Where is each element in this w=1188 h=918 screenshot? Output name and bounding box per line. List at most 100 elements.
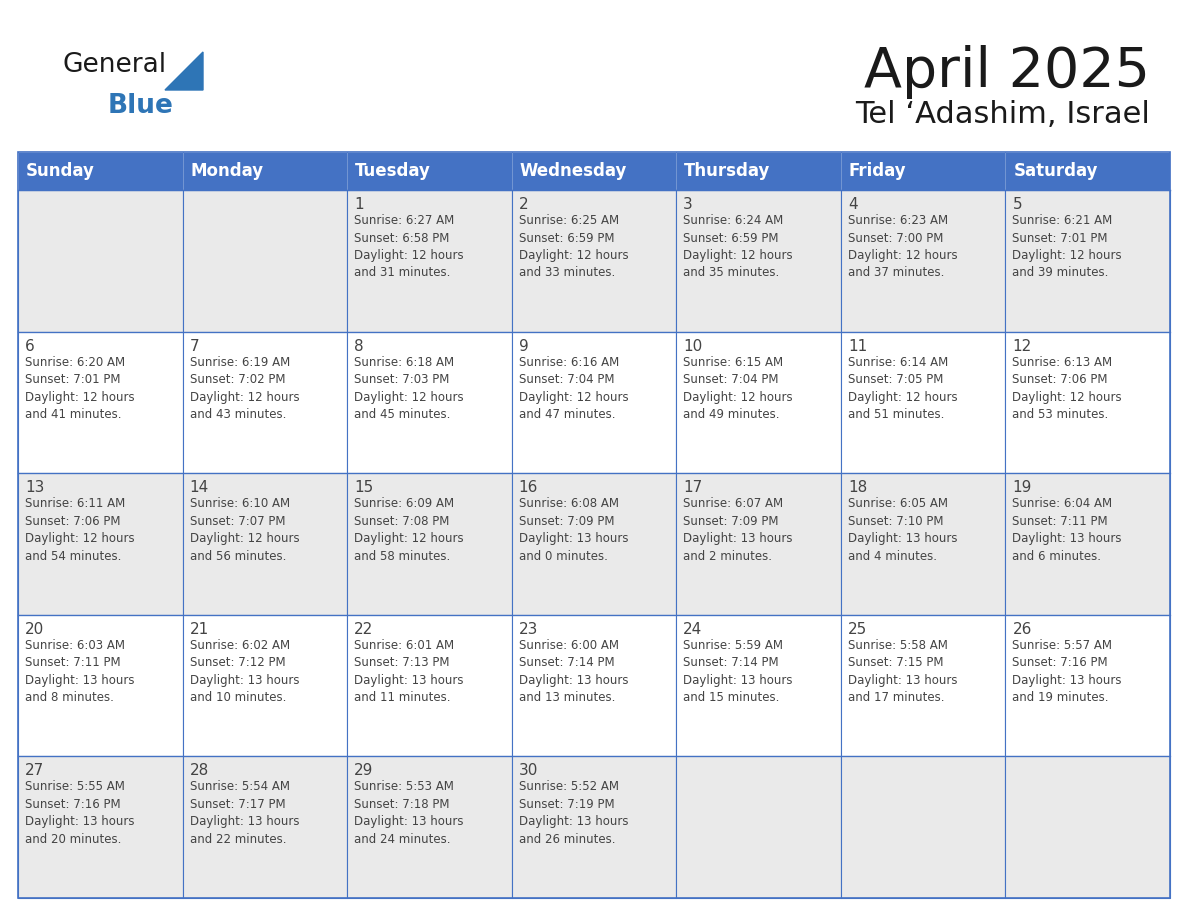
Text: 15: 15 xyxy=(354,480,373,495)
Text: 7: 7 xyxy=(190,339,200,353)
Bar xyxy=(183,615,347,756)
Bar xyxy=(841,615,1005,756)
Text: Sunrise: 5:53 AM
Sunset: 7:18 PM
Daylight: 13 hours
and 24 minutes.: Sunrise: 5:53 AM Sunset: 7:18 PM Dayligh… xyxy=(354,780,463,845)
Bar xyxy=(841,756,1005,898)
Text: Sunrise: 6:01 AM
Sunset: 7:13 PM
Daylight: 13 hours
and 11 minutes.: Sunrise: 6:01 AM Sunset: 7:13 PM Dayligh… xyxy=(354,639,463,704)
Text: 29: 29 xyxy=(354,764,373,778)
Text: Sunrise: 5:57 AM
Sunset: 7:16 PM
Daylight: 13 hours
and 19 minutes.: Sunrise: 5:57 AM Sunset: 7:16 PM Dayligh… xyxy=(1012,639,1121,704)
Bar xyxy=(841,331,1005,473)
Text: Sunrise: 6:00 AM
Sunset: 7:14 PM
Daylight: 13 hours
and 13 minutes.: Sunrise: 6:00 AM Sunset: 7:14 PM Dayligh… xyxy=(519,639,628,704)
Text: Monday: Monday xyxy=(190,162,264,180)
Bar xyxy=(1005,615,1170,756)
Text: 26: 26 xyxy=(1012,621,1032,637)
Text: Sunday: Sunday xyxy=(26,162,95,180)
Text: Sunrise: 5:58 AM
Sunset: 7:15 PM
Daylight: 13 hours
and 17 minutes.: Sunrise: 5:58 AM Sunset: 7:15 PM Dayligh… xyxy=(848,639,958,704)
Polygon shape xyxy=(165,52,203,90)
Bar xyxy=(676,190,841,331)
Bar xyxy=(841,473,1005,615)
Text: 25: 25 xyxy=(848,621,867,637)
Text: 24: 24 xyxy=(683,621,702,637)
Bar xyxy=(183,190,347,331)
Text: 5: 5 xyxy=(1012,197,1022,212)
Text: Blue: Blue xyxy=(108,93,173,119)
Text: 17: 17 xyxy=(683,480,702,495)
Text: 20: 20 xyxy=(25,621,44,637)
Bar xyxy=(183,473,347,615)
Text: Sunrise: 6:21 AM
Sunset: 7:01 PM
Daylight: 12 hours
and 39 minutes.: Sunrise: 6:21 AM Sunset: 7:01 PM Dayligh… xyxy=(1012,214,1121,279)
Text: 13: 13 xyxy=(25,480,44,495)
Text: Sunrise: 6:04 AM
Sunset: 7:11 PM
Daylight: 13 hours
and 6 minutes.: Sunrise: 6:04 AM Sunset: 7:11 PM Dayligh… xyxy=(1012,498,1121,563)
Text: Sunrise: 6:19 AM
Sunset: 7:02 PM
Daylight: 12 hours
and 43 minutes.: Sunrise: 6:19 AM Sunset: 7:02 PM Dayligh… xyxy=(190,355,299,421)
Text: 1: 1 xyxy=(354,197,364,212)
Bar xyxy=(18,756,183,898)
Text: Friday: Friday xyxy=(849,162,906,180)
Text: Sunrise: 6:24 AM
Sunset: 6:59 PM
Daylight: 12 hours
and 35 minutes.: Sunrise: 6:24 AM Sunset: 6:59 PM Dayligh… xyxy=(683,214,792,279)
Text: 22: 22 xyxy=(354,621,373,637)
Bar xyxy=(512,152,676,190)
Bar xyxy=(347,331,512,473)
Bar xyxy=(183,331,347,473)
Text: Sunrise: 5:59 AM
Sunset: 7:14 PM
Daylight: 13 hours
and 15 minutes.: Sunrise: 5:59 AM Sunset: 7:14 PM Dayligh… xyxy=(683,639,792,704)
Text: 18: 18 xyxy=(848,480,867,495)
Text: 2: 2 xyxy=(519,197,529,212)
Bar xyxy=(347,756,512,898)
Text: Sunrise: 6:14 AM
Sunset: 7:05 PM
Daylight: 12 hours
and 51 minutes.: Sunrise: 6:14 AM Sunset: 7:05 PM Dayligh… xyxy=(848,355,958,421)
Text: 30: 30 xyxy=(519,764,538,778)
Text: Tel ‘Adashim, Israel: Tel ‘Adashim, Israel xyxy=(855,100,1150,129)
Text: Tuesday: Tuesday xyxy=(355,162,431,180)
Bar xyxy=(18,615,183,756)
Text: Sunrise: 6:27 AM
Sunset: 6:58 PM
Daylight: 12 hours
and 31 minutes.: Sunrise: 6:27 AM Sunset: 6:58 PM Dayligh… xyxy=(354,214,463,279)
Text: Wednesday: Wednesday xyxy=(519,162,627,180)
Bar xyxy=(347,152,512,190)
Text: 28: 28 xyxy=(190,764,209,778)
Bar xyxy=(676,615,841,756)
Text: Sunrise: 6:15 AM
Sunset: 7:04 PM
Daylight: 12 hours
and 49 minutes.: Sunrise: 6:15 AM Sunset: 7:04 PM Dayligh… xyxy=(683,355,792,421)
Bar xyxy=(676,331,841,473)
Text: 14: 14 xyxy=(190,480,209,495)
Bar xyxy=(1005,331,1170,473)
Bar xyxy=(347,615,512,756)
Bar xyxy=(841,190,1005,331)
Text: Sunrise: 6:13 AM
Sunset: 7:06 PM
Daylight: 12 hours
and 53 minutes.: Sunrise: 6:13 AM Sunset: 7:06 PM Dayligh… xyxy=(1012,355,1121,421)
Text: 10: 10 xyxy=(683,339,702,353)
Text: Sunrise: 6:18 AM
Sunset: 7:03 PM
Daylight: 12 hours
and 45 minutes.: Sunrise: 6:18 AM Sunset: 7:03 PM Dayligh… xyxy=(354,355,463,421)
Text: 23: 23 xyxy=(519,621,538,637)
Text: 19: 19 xyxy=(1012,480,1032,495)
Text: Sunrise: 6:07 AM
Sunset: 7:09 PM
Daylight: 13 hours
and 2 minutes.: Sunrise: 6:07 AM Sunset: 7:09 PM Dayligh… xyxy=(683,498,792,563)
Text: Sunrise: 6:16 AM
Sunset: 7:04 PM
Daylight: 12 hours
and 47 minutes.: Sunrise: 6:16 AM Sunset: 7:04 PM Dayligh… xyxy=(519,355,628,421)
Text: 12: 12 xyxy=(1012,339,1031,353)
Text: 9: 9 xyxy=(519,339,529,353)
Text: 27: 27 xyxy=(25,764,44,778)
Text: 21: 21 xyxy=(190,621,209,637)
Text: 3: 3 xyxy=(683,197,693,212)
Text: Sunrise: 6:08 AM
Sunset: 7:09 PM
Daylight: 13 hours
and 0 minutes.: Sunrise: 6:08 AM Sunset: 7:09 PM Dayligh… xyxy=(519,498,628,563)
Bar xyxy=(183,152,347,190)
Bar xyxy=(1005,152,1170,190)
Text: Sunrise: 5:52 AM
Sunset: 7:19 PM
Daylight: 13 hours
and 26 minutes.: Sunrise: 5:52 AM Sunset: 7:19 PM Dayligh… xyxy=(519,780,628,845)
Text: Sunrise: 5:55 AM
Sunset: 7:16 PM
Daylight: 13 hours
and 20 minutes.: Sunrise: 5:55 AM Sunset: 7:16 PM Dayligh… xyxy=(25,780,134,845)
Bar xyxy=(1005,756,1170,898)
Text: Sunrise: 6:05 AM
Sunset: 7:10 PM
Daylight: 13 hours
and 4 minutes.: Sunrise: 6:05 AM Sunset: 7:10 PM Dayligh… xyxy=(848,498,958,563)
Bar xyxy=(347,473,512,615)
Bar xyxy=(1005,190,1170,331)
Text: Saturday: Saturday xyxy=(1013,162,1098,180)
Bar xyxy=(347,190,512,331)
Bar xyxy=(512,756,676,898)
Text: 11: 11 xyxy=(848,339,867,353)
Bar xyxy=(512,190,676,331)
Text: 4: 4 xyxy=(848,197,858,212)
Text: Thursday: Thursday xyxy=(684,162,771,180)
Text: Sunrise: 6:23 AM
Sunset: 7:00 PM
Daylight: 12 hours
and 37 minutes.: Sunrise: 6:23 AM Sunset: 7:00 PM Dayligh… xyxy=(848,214,958,279)
Text: April 2025: April 2025 xyxy=(864,45,1150,99)
Text: Sunrise: 6:11 AM
Sunset: 7:06 PM
Daylight: 12 hours
and 54 minutes.: Sunrise: 6:11 AM Sunset: 7:06 PM Dayligh… xyxy=(25,498,134,563)
Text: Sunrise: 6:10 AM
Sunset: 7:07 PM
Daylight: 12 hours
and 56 minutes.: Sunrise: 6:10 AM Sunset: 7:07 PM Dayligh… xyxy=(190,498,299,563)
Bar xyxy=(676,756,841,898)
Bar xyxy=(18,152,1170,898)
Bar xyxy=(676,152,841,190)
Text: Sunrise: 6:02 AM
Sunset: 7:12 PM
Daylight: 13 hours
and 10 minutes.: Sunrise: 6:02 AM Sunset: 7:12 PM Dayligh… xyxy=(190,639,299,704)
Bar xyxy=(1005,473,1170,615)
Bar xyxy=(512,473,676,615)
Bar xyxy=(18,152,183,190)
Bar xyxy=(676,473,841,615)
Text: Sunrise: 6:03 AM
Sunset: 7:11 PM
Daylight: 13 hours
and 8 minutes.: Sunrise: 6:03 AM Sunset: 7:11 PM Dayligh… xyxy=(25,639,134,704)
